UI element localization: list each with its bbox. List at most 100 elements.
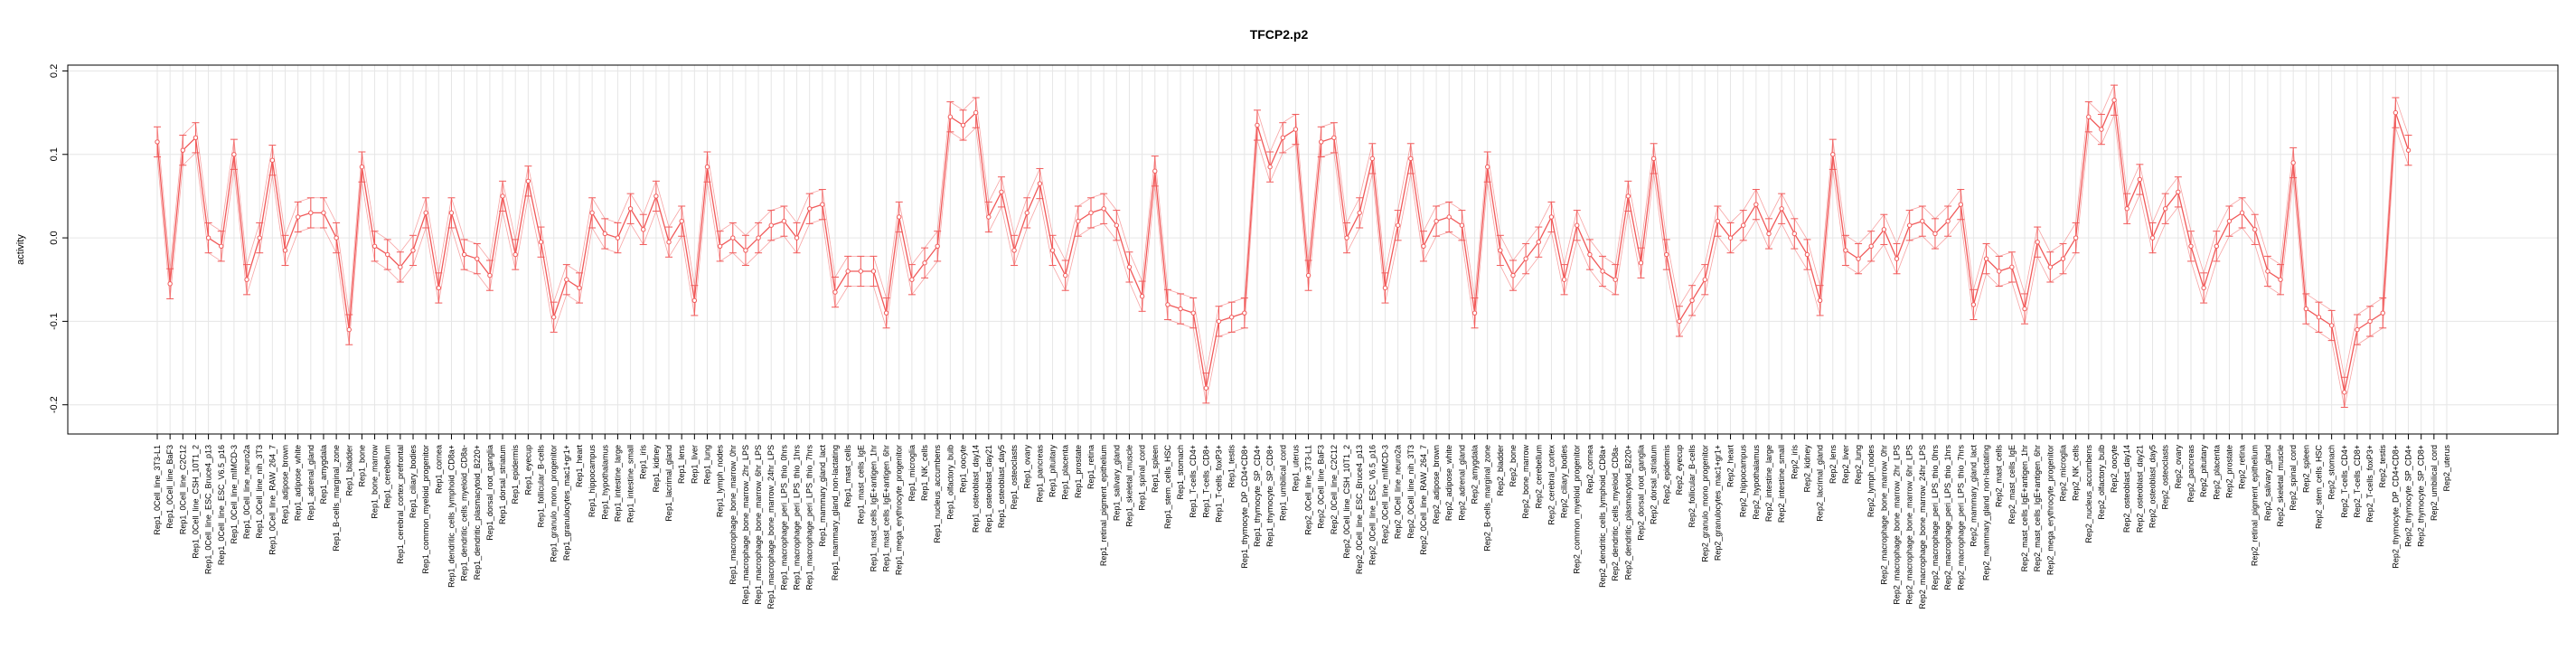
data-point bbox=[717, 243, 723, 250]
y-tick-label: 0.1 bbox=[49, 147, 60, 161]
data-point bbox=[1280, 135, 1285, 141]
data-point bbox=[1510, 272, 1516, 278]
data-point bbox=[999, 189, 1004, 195]
data-point bbox=[1715, 218, 1721, 224]
x-tick-label: Rep2_dendritic_plasmacytoid_B220+ bbox=[1623, 445, 1632, 580]
data-point bbox=[1037, 181, 1043, 186]
x-tick-label: Rep2_B-cells_marginal_zone bbox=[1483, 445, 1492, 552]
data-point bbox=[2380, 310, 2385, 316]
x-tick-label: Rep2_macrophage_peri_LPS_thio_7hrs bbox=[1956, 445, 1965, 590]
data-point bbox=[1498, 248, 1503, 253]
x-tick-label: Rep2_mast_cells bbox=[1995, 445, 2004, 508]
x-tick-label: Rep1_retina bbox=[1086, 445, 1095, 489]
data-point bbox=[2099, 127, 2104, 132]
data-point bbox=[730, 235, 736, 241]
x-tick-label: Rep1_0Cell_line_BaF3 bbox=[165, 445, 174, 529]
x-tick-label: Rep1_macrophage_peri_LPS_thio_1hrs bbox=[793, 445, 802, 590]
y-tick-label: -0.2 bbox=[49, 396, 60, 413]
y-tick-label: 0.0 bbox=[49, 231, 60, 244]
x-tick-label: Rep2_macrophage_bone_marrow_2hr_LPS bbox=[1893, 445, 1902, 605]
x-tick-label: Rep1_kidney bbox=[652, 445, 661, 493]
x-tick-label: Rep1_T-cells_CD8+ bbox=[1201, 445, 1210, 518]
data-point bbox=[832, 289, 838, 295]
data-point bbox=[1779, 206, 1784, 212]
data-point bbox=[2316, 315, 2322, 320]
data-point bbox=[436, 285, 442, 291]
x-tick-label: Rep1_salivary_gland bbox=[1112, 445, 1121, 521]
x-tick-label: Rep1_cerebral_cortex_prefrontal bbox=[396, 445, 405, 564]
data-point bbox=[1612, 277, 1618, 282]
data-point bbox=[269, 157, 276, 163]
x-tick-label: Rep1_uterus bbox=[1291, 445, 1300, 492]
data-point bbox=[1331, 135, 1337, 141]
x-tick-label: Rep2_0Cell_line_CSH_10T1_2 bbox=[1342, 445, 1351, 559]
x-tick-label: Rep1_ovary bbox=[1022, 445, 1031, 489]
x-tick-label: Rep1_pituitary bbox=[1048, 445, 1058, 498]
x-tick-label: Rep2_eyecup bbox=[1675, 445, 1684, 495]
x-tick-label: Rep1_mega_erythrocyte_progenitor bbox=[895, 445, 904, 575]
x-tick-label: Rep2_stem_cells_HSC bbox=[2314, 445, 2323, 530]
x-tick-label: Rep2_prostate bbox=[2224, 445, 2233, 498]
x-tick-label: Rep1_0Cell_line_nih_3T3 bbox=[255, 445, 264, 539]
data-point bbox=[2176, 189, 2181, 195]
data-point bbox=[525, 178, 531, 184]
data-point bbox=[538, 239, 544, 245]
x-tick-label: Rep1_lung bbox=[702, 445, 711, 485]
x-axis: Rep1_0Cell_line_3T3-L1 Rep1_0Cell_line_Ba… bbox=[153, 434, 2451, 609]
x-tick-label: Rep2_stomach bbox=[2327, 445, 2336, 500]
data-point bbox=[1587, 251, 1593, 258]
data-point bbox=[1011, 248, 1017, 253]
data-point bbox=[768, 222, 774, 228]
data-point bbox=[2060, 256, 2066, 261]
x-tick-label: Rep2_retinal_pigment_epithelium bbox=[2251, 445, 2260, 566]
x-tick-label: Rep2_osteoclasts bbox=[2161, 445, 2170, 510]
x-tick-label: Rep2_0Cell_line_RAW_264_7 bbox=[1419, 445, 1428, 555]
data-point bbox=[2149, 235, 2156, 241]
x-tick-label: Rep1_spleen bbox=[1151, 445, 1160, 493]
data-point bbox=[1228, 315, 1235, 320]
data-point bbox=[475, 256, 480, 261]
data-point bbox=[1101, 206, 1106, 212]
y-axis-label: activity bbox=[15, 234, 26, 265]
data-point bbox=[550, 315, 557, 320]
data-point bbox=[385, 251, 390, 258]
data-point bbox=[2022, 306, 2027, 312]
x-tick-label: Rep2_amygdala bbox=[1471, 445, 1480, 505]
data-point bbox=[1727, 235, 1734, 241]
data-point bbox=[2226, 218, 2233, 224]
data-point bbox=[666, 239, 672, 245]
data-point bbox=[845, 269, 851, 274]
data-point bbox=[2124, 206, 2129, 212]
x-tick-label: Rep1_bone_marrow bbox=[371, 445, 380, 519]
x-tick-label: Rep1_liver bbox=[690, 445, 699, 484]
x-tick-label: Rep1_macrophage_bone_marrow_24hr_LPS bbox=[766, 445, 776, 609]
x-tick-label: Rep2_macrophage_peri_LPS_thio_1hrs bbox=[1943, 445, 1952, 590]
x-tick-label: Rep2_0Cell_line_ESC_V6.5_p16 bbox=[1368, 445, 1377, 565]
data-point bbox=[909, 277, 915, 282]
data-point bbox=[334, 235, 339, 241]
x-tick-label: Rep2_0Cell_line_BaF3 bbox=[1317, 445, 1326, 529]
data-point bbox=[1178, 306, 1183, 312]
data-point bbox=[960, 122, 966, 128]
data-point bbox=[1791, 231, 1798, 237]
data-point bbox=[947, 114, 954, 119]
x-tick-label: Rep1_adipose_white bbox=[294, 445, 303, 521]
data-point bbox=[2035, 239, 2040, 245]
x-tick-label: Rep1_thymocyte_SP_CD8+ bbox=[1265, 445, 1274, 547]
x-tick-label: Rep1_0Cell_line_CSH_10T1_2 bbox=[191, 445, 200, 559]
x-tick-label: Rep1_epidermis bbox=[511, 445, 520, 505]
x-tick-label: Rep1_osteoblast_day14 bbox=[972, 445, 981, 533]
x-tick-label: Rep2_thymocyte_DP_CD4+CD8+ bbox=[2391, 445, 2400, 569]
data-point bbox=[2252, 227, 2258, 232]
x-tick-label: Rep1_iris bbox=[639, 445, 648, 480]
data-point bbox=[2162, 206, 2168, 212]
x-tick-label: Rep2_thymocyte_SP_CD8+ bbox=[2417, 445, 2426, 547]
data-point bbox=[1434, 218, 1439, 224]
data-point bbox=[2367, 318, 2373, 325]
x-tick-label: Rep1_mast_cells_IgE bbox=[856, 445, 865, 524]
x-tick-label: Rep1_0Cell_line_3T3-L1 bbox=[153, 445, 162, 535]
x-tick-label: Rep1_0Cell_line_RAW_264_7 bbox=[268, 445, 277, 555]
x-tick-label: Rep2_uterus bbox=[2442, 445, 2451, 492]
x-tick-label: Rep1_hypothalamus bbox=[600, 445, 609, 520]
